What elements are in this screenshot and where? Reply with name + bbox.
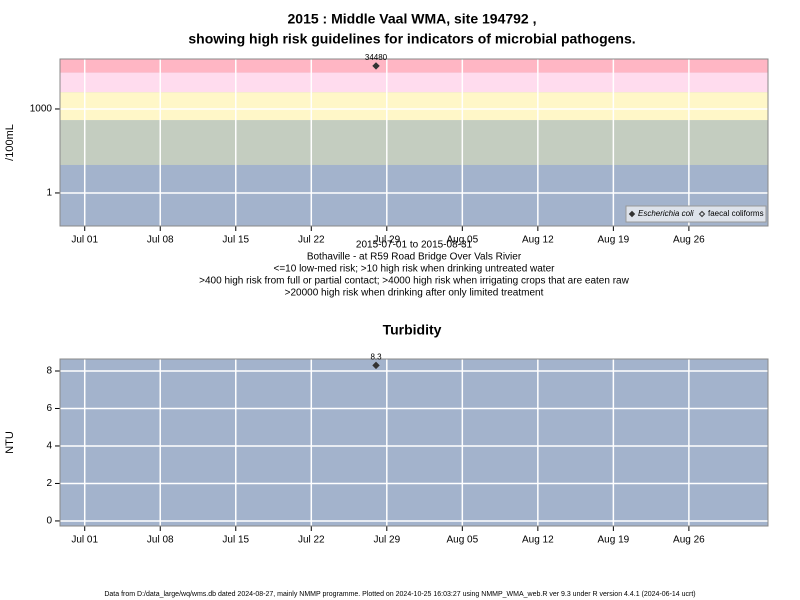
- x-tick-label: Jul 22: [298, 535, 325, 546]
- legend-box: [625, 205, 767, 223]
- legend: Escherichia coli faecal coliforms: [625, 205, 767, 223]
- x-tick-label: Aug 19: [598, 535, 630, 546]
- risk-band: [60, 92, 768, 121]
- plot-background: [60, 359, 768, 526]
- x-tick-label: Jul 29: [373, 535, 400, 546]
- x-tick-label: Jul 08: [147, 535, 174, 546]
- y-tick-label: 1000: [30, 104, 53, 115]
- x-tick-label: Jul 29: [373, 235, 400, 246]
- x-tick-label: Jul 08: [147, 235, 174, 246]
- note: Bothaville - at R59 Road Bridge Over Val…: [307, 252, 522, 263]
- x-tick-label: Aug 05: [446, 535, 478, 546]
- legend-label: faecal coliforms: [708, 209, 764, 218]
- x-tick-label: Jul 01: [71, 235, 98, 246]
- risk-band: [60, 59, 768, 73]
- x-tick-label: Aug 26: [673, 235, 705, 246]
- chart-title: 2015 : Middle Vaal WMA, site 194792 ,: [288, 11, 537, 27]
- note: >20000 high risk when drinking after onl…: [285, 288, 544, 299]
- x-tick-label: Aug 12: [522, 235, 554, 246]
- x-tick-label: Aug 19: [598, 235, 630, 246]
- y-tick-label: 8: [46, 366, 52, 377]
- y-tick-label: 1: [46, 188, 52, 199]
- x-tick-label: Aug 12: [522, 535, 554, 546]
- data-label: 34480: [365, 53, 388, 62]
- y-tick-label: 2: [46, 478, 52, 489]
- x-tick-label: Jul 15: [222, 535, 249, 546]
- y-tick-label: 4: [46, 441, 52, 452]
- y-axis-label: NTU: [4, 431, 16, 454]
- data-point: [372, 361, 380, 370]
- legend-label: Escherichia coli: [638, 209, 694, 218]
- note: <=10 low-med risk; >10 high risk when dr…: [274, 264, 556, 275]
- note: >400 high risk from full or partial cont…: [199, 276, 629, 287]
- x-tick-label: Jul 01: [71, 535, 98, 546]
- plot-frame: [59, 358, 769, 527]
- legend-marker: [698, 210, 706, 218]
- plot-frame: [59, 58, 769, 227]
- y-tick-label: 0: [46, 516, 52, 527]
- chart-title: Turbidity: [383, 322, 442, 338]
- y-tick-label: 6: [46, 403, 52, 414]
- x-tick-label: Aug 05: [446, 235, 478, 246]
- chart-title: showing high risk guidelines for indicat…: [188, 31, 635, 47]
- data-label: 8.3: [370, 352, 382, 361]
- note: 2015-07-01 to 2015-08-31: [356, 240, 473, 251]
- x-tick-label: Jul 22: [298, 235, 325, 246]
- y-axis-label: /100mL: [4, 124, 16, 161]
- x-tick-label: Aug 26: [673, 535, 705, 546]
- x-tick-label: Jul 15: [222, 235, 249, 246]
- footer: Data from D:/data_large/wq/wms.db dated …: [104, 591, 695, 598]
- risk-band: [60, 120, 768, 165]
- legend-marker: [628, 210, 636, 218]
- data-point: [372, 62, 380, 70]
- risk-band: [60, 72, 768, 93]
